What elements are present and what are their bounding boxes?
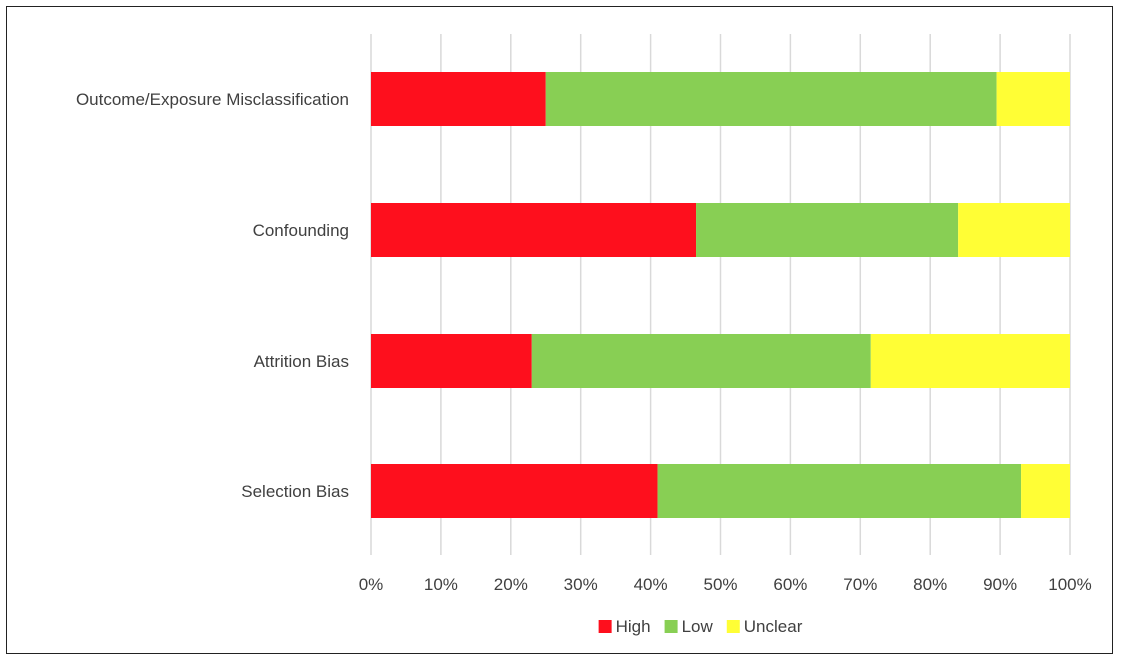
x-axis-tick-labels: 0% 10% 20% 30% 40% 50% 60% 70% 80% 90% 100% (359, 575, 1092, 594)
category-label: Outcome/Exposure Misclassification (76, 90, 349, 109)
category-label: Confounding (253, 221, 349, 240)
x-tick-label: 40% (634, 575, 668, 594)
bar-high-1 (371, 203, 697, 257)
bar-high-2 (371, 334, 532, 388)
x-tick-label: 10% (424, 575, 458, 594)
bar-unclear-3 (1021, 464, 1070, 518)
category-label: Attrition Bias (254, 352, 349, 371)
x-tick-label: 60% (773, 575, 807, 594)
category-label: Selection Bias (241, 482, 349, 501)
x-tick-label: 0% (359, 575, 384, 594)
legend-swatch (664, 620, 678, 633)
x-tick-label: 90% (983, 575, 1017, 594)
bar-unclear-2 (870, 334, 1070, 388)
legend-label: High (616, 617, 651, 636)
category-labels: Outcome/Exposure Misclassification Confou… (76, 90, 349, 501)
bar-unclear-1 (958, 203, 1070, 257)
bars (371, 72, 1070, 518)
x-tick-label: 70% (843, 575, 877, 594)
x-tick-label: 80% (913, 575, 947, 594)
legend-swatch (598, 620, 612, 633)
legend-label: Low (682, 617, 714, 636)
bar-high-3 (371, 464, 658, 518)
bar-high-0 (371, 72, 546, 126)
bar-low-1 (696, 203, 959, 257)
x-tick-label: 30% (564, 575, 598, 594)
legend-label: Unclear (744, 617, 803, 636)
bar-low-0 (545, 72, 997, 126)
bar-unclear-0 (996, 72, 1070, 126)
legend: High Low Unclear (598, 617, 803, 636)
legend-item-low: Low (664, 617, 714, 636)
legend-swatch (726, 620, 740, 633)
bar-low-2 (531, 334, 871, 388)
x-tick-label: 20% (494, 575, 528, 594)
bar-low-3 (657, 464, 1022, 518)
legend-item-high: High (598, 617, 651, 636)
x-tick-label: 50% (703, 575, 737, 594)
x-tick-label: 100% (1048, 575, 1091, 594)
legend-item-unclear: Unclear (726, 617, 803, 636)
